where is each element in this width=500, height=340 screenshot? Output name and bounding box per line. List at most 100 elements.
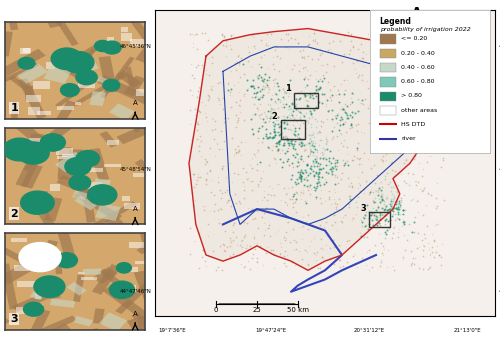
Point — [283, 190, 291, 196]
Point — [344, 163, 352, 168]
Point — [325, 158, 333, 164]
Point — [334, 196, 342, 202]
Point — [248, 165, 256, 171]
Point — [400, 160, 408, 166]
Point — [339, 121, 347, 126]
Bar — [98, 56, 117, 93]
Point — [264, 225, 272, 231]
Point — [314, 87, 322, 92]
Point — [406, 183, 413, 188]
Point — [394, 211, 402, 216]
Point — [258, 92, 266, 97]
Point — [327, 97, 335, 102]
Point — [296, 172, 304, 177]
Point — [306, 138, 314, 143]
Point — [275, 87, 283, 92]
Point — [322, 169, 330, 175]
Point — [341, 101, 349, 107]
Point — [217, 222, 225, 227]
Point — [296, 225, 304, 230]
Point — [375, 232, 383, 237]
Point — [214, 80, 222, 85]
Point — [188, 171, 196, 177]
Point — [430, 238, 438, 243]
Point — [272, 143, 280, 149]
Point — [292, 101, 300, 107]
Point — [334, 110, 342, 116]
Point — [251, 207, 259, 213]
Bar — [42, 285, 47, 293]
Point — [316, 195, 324, 201]
Point — [300, 187, 308, 193]
Point — [194, 231, 202, 236]
Point — [296, 153, 304, 158]
Point — [422, 202, 430, 207]
Point — [275, 133, 283, 138]
Point — [309, 161, 317, 166]
Point — [246, 84, 254, 89]
Point — [395, 198, 403, 203]
Point — [380, 201, 388, 206]
Point — [274, 83, 282, 89]
Point — [312, 93, 320, 99]
Point — [310, 160, 318, 166]
Point — [400, 221, 408, 226]
Point — [432, 250, 440, 255]
Point — [280, 90, 288, 96]
Point — [395, 54, 403, 60]
Point — [216, 101, 224, 107]
Point — [202, 181, 210, 187]
Point — [297, 88, 305, 94]
Point — [250, 153, 258, 158]
Point — [314, 173, 322, 179]
Bar — [124, 203, 140, 209]
Point — [230, 237, 237, 243]
Point — [298, 54, 306, 60]
Point — [270, 129, 278, 135]
Point — [298, 237, 306, 242]
Point — [322, 69, 330, 75]
Point — [266, 109, 274, 114]
Point — [292, 190, 300, 195]
Point — [272, 100, 280, 105]
Point — [192, 106, 200, 112]
Bar — [0, 49, 46, 78]
Point — [342, 109, 349, 115]
Point — [310, 185, 318, 190]
Point — [309, 150, 317, 155]
Bar — [50, 299, 76, 308]
Bar — [35, 316, 77, 336]
Point — [310, 31, 318, 36]
Bar — [54, 253, 62, 274]
Point — [362, 262, 370, 268]
Point — [302, 147, 310, 152]
Point — [274, 124, 282, 130]
Point — [236, 109, 244, 115]
Point — [228, 104, 235, 110]
Point — [291, 37, 299, 42]
Point — [315, 169, 323, 174]
Point — [382, 205, 390, 210]
Point — [226, 253, 234, 258]
Point — [317, 166, 325, 171]
Bar — [90, 148, 109, 181]
Point — [414, 97, 422, 102]
Point — [424, 266, 432, 272]
Point — [377, 198, 385, 203]
Point — [268, 113, 276, 118]
Point — [298, 257, 306, 262]
Point — [377, 95, 385, 100]
Point — [211, 126, 219, 132]
Point — [420, 254, 428, 259]
Point — [277, 245, 285, 250]
Point — [196, 110, 204, 115]
Point — [272, 182, 280, 187]
Point — [366, 213, 374, 218]
Point — [374, 189, 382, 195]
Point — [334, 99, 342, 105]
Point — [296, 110, 304, 116]
Point — [260, 232, 268, 238]
Point — [394, 207, 402, 212]
Point — [367, 187, 375, 193]
Point — [310, 235, 318, 240]
